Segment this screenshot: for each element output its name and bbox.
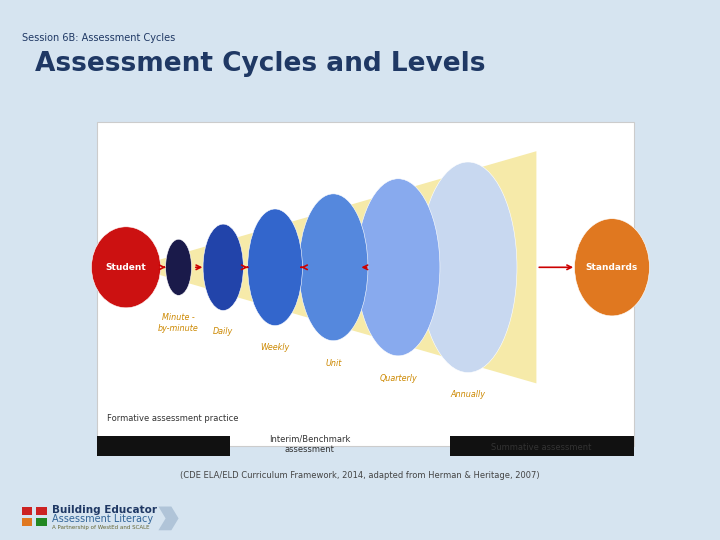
Bar [22, 518, 32, 526]
Text: Summative assessment: Summative assessment [491, 443, 592, 451]
Ellipse shape [248, 209, 302, 326]
Bar [97, 436, 230, 456]
Text: A Partnership of WestEd and SCALE: A Partnership of WestEd and SCALE [52, 525, 149, 530]
Text: Assessment Literacy: Assessment Literacy [52, 515, 153, 524]
Ellipse shape [299, 194, 368, 341]
Text: Standards: Standards [586, 263, 638, 272]
Bar [22, 507, 32, 515]
Ellipse shape [575, 219, 649, 316]
Text: Weekly: Weekly [261, 343, 289, 352]
Polygon shape [133, 151, 536, 383]
Polygon shape [158, 507, 179, 530]
Bar [36, 507, 47, 515]
Text: Daily: Daily [213, 327, 233, 336]
Text: Quarterly: Quarterly [379, 374, 417, 383]
Ellipse shape [419, 162, 517, 373]
Text: (CDE ELA/ELD Curriculum Framework, 2014, adapted from Herman & Heritage, 2007): (CDE ELA/ELD Curriculum Framework, 2014,… [180, 471, 540, 480]
Bar [97, 122, 634, 446]
Text: Formative assessment practice: Formative assessment practice [107, 414, 238, 423]
Ellipse shape [166, 239, 192, 295]
Ellipse shape [91, 227, 161, 308]
Text: Interim/Benchmark
assessment: Interim/Benchmark assessment [269, 434, 351, 454]
Text: Assessment Cycles and Levels: Assessment Cycles and Levels [35, 51, 485, 77]
Text: Minute -
by-minute: Minute - by-minute [158, 313, 199, 333]
Text: Session 6B: Assessment Cycles: Session 6B: Assessment Cycles [22, 33, 175, 44]
Text: Student: Student [106, 263, 146, 272]
Ellipse shape [356, 179, 440, 356]
Ellipse shape [203, 224, 243, 310]
Text: Building Educator: Building Educator [52, 505, 157, 515]
Bar [450, 436, 634, 456]
Text: Annually: Annually [451, 390, 485, 399]
Text: Unit: Unit [325, 359, 341, 368]
Bar [36, 518, 47, 526]
